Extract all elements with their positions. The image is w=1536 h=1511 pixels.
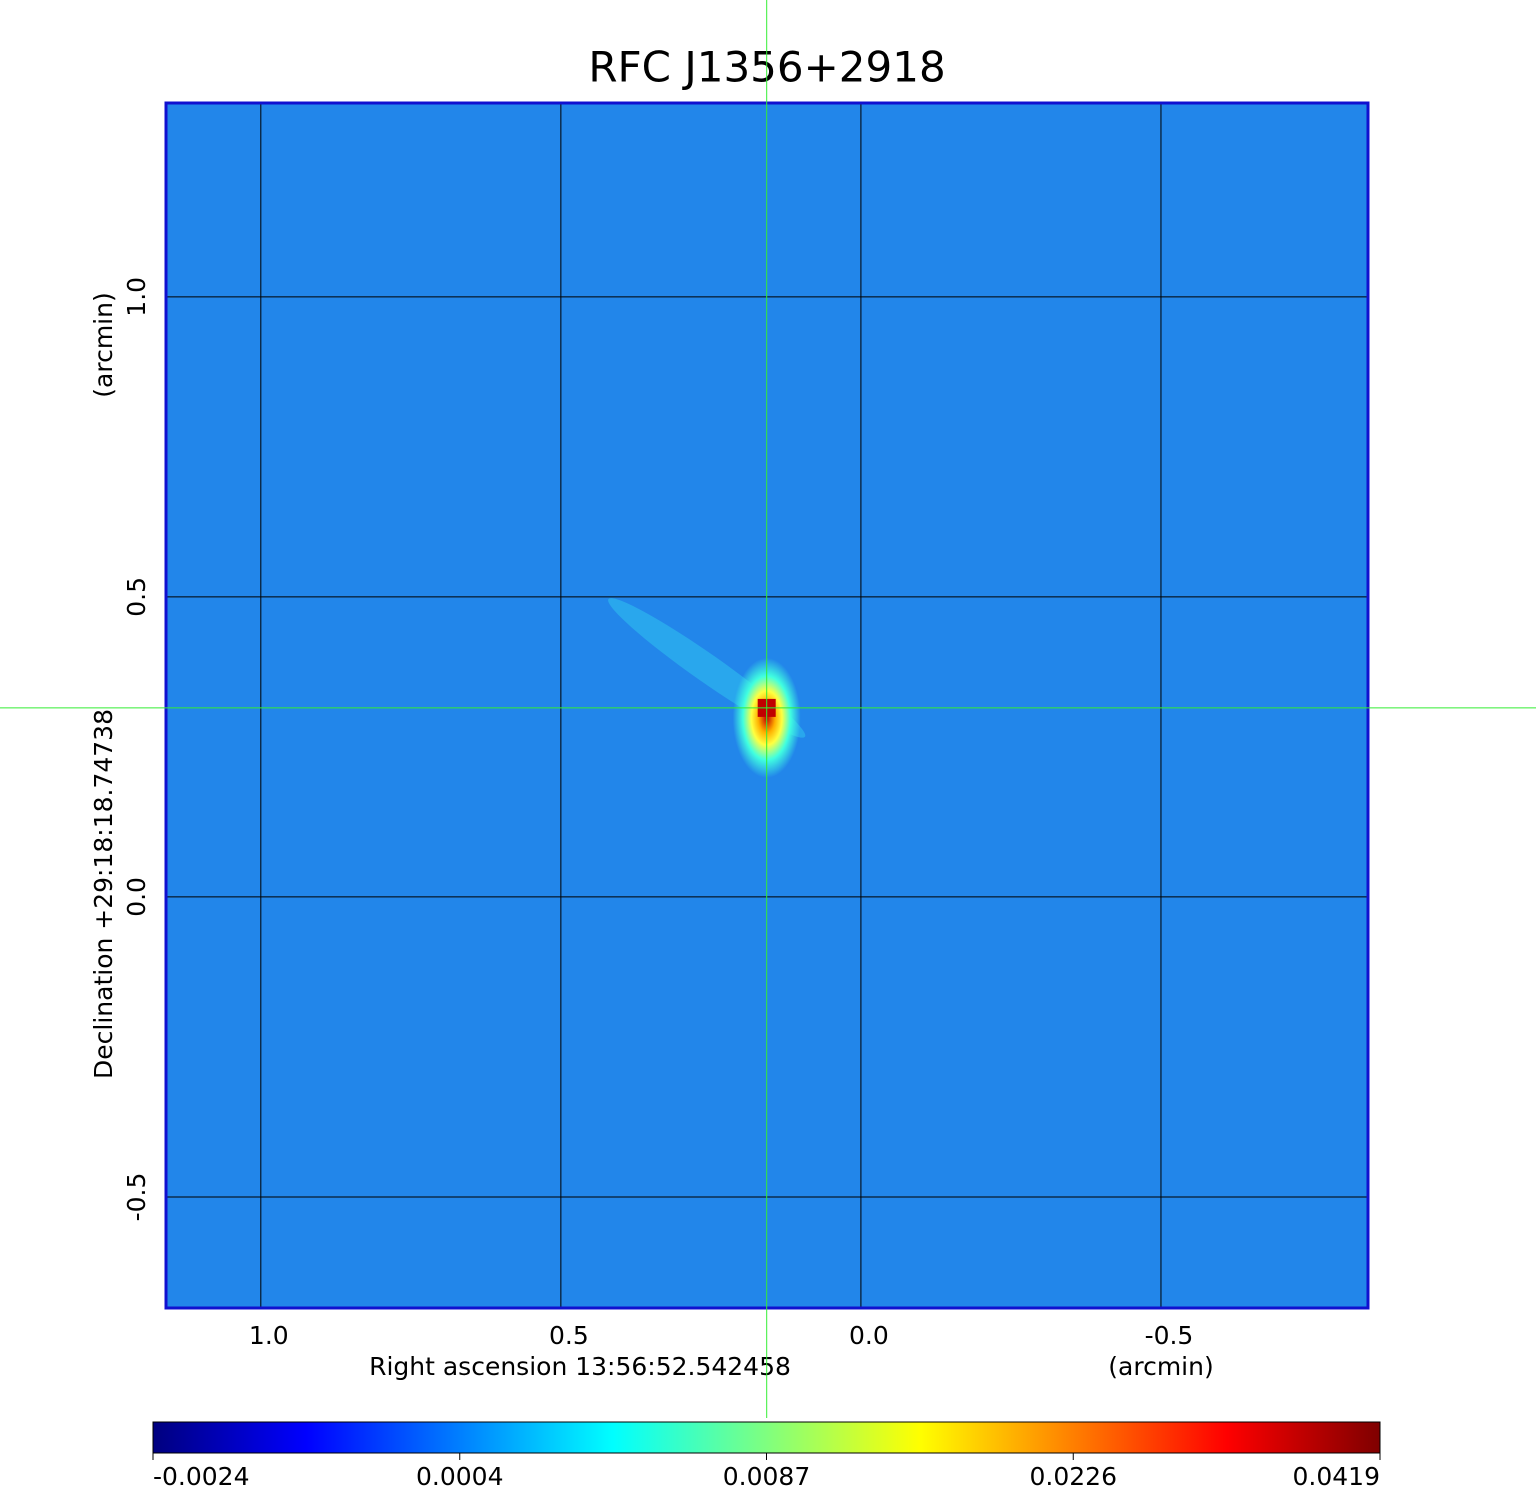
colorbar [152,1421,1381,1454]
x-tick-label: -0.5 [1145,1321,1194,1350]
x-tick-label: 0.0 [849,1321,889,1350]
x-tick-label: 1.0 [249,1321,289,1350]
colorbar-tick-label: 0.0004 [416,1462,503,1491]
y-tick-label: 0.0 [122,877,151,917]
x-axis-unit: (arcmin) [1108,1352,1213,1381]
colorbar-tick-label: -0.0024 [153,1462,250,1491]
y-axis-unit: (arcmin) [89,292,118,397]
y-tick-label: -0.5 [122,1173,151,1222]
colorbar-tick-label: 0.0226 [1030,1462,1117,1491]
y-tick-label: 1.0 [122,277,151,317]
x-axis-label: Right ascension 13:56:52.542458 [369,1352,791,1381]
x-tick-label: 0.5 [549,1321,589,1350]
colorbar-tick-label: 0.0419 [1293,1462,1380,1491]
y-tick-label: 0.5 [122,577,151,617]
colorbar-tick-label: 0.0087 [723,1462,810,1491]
y-axis-label: Declination +29:18:18.74738 [89,709,118,1079]
